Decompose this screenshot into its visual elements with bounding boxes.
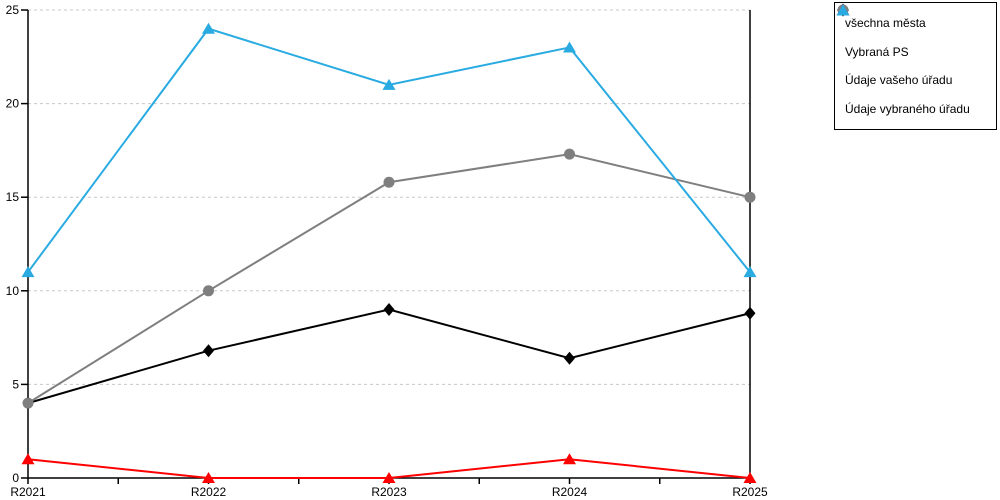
data-point-marker-triangle [743,266,757,278]
legend-label: Údaje vybraného úřadu [845,101,970,116]
data-point-marker-diamond [744,306,756,320]
data-point-marker-triangle [382,472,396,483]
legend-label: Vybraná PS [845,44,909,59]
legend-box: všechna města Vybraná PS Údaje vašeho úřad… [834,2,997,130]
data-point-marker-triangle [202,472,215,483]
x-axis-category-label: R2023 [371,485,407,499]
y-axis-tick-label: 10 [6,284,20,298]
data-point-marker-diamond [383,303,395,317]
legend-item: Údaje vašeho úřadu [836,4,992,95]
y-axis-tick-label: 5 [12,377,19,391]
y-axis-tick-label: 20 [6,97,20,111]
data-point-marker-circle [744,191,756,203]
legend-item: všechna města [837,3,992,38]
data-point-marker-circle [22,397,34,409]
series-line-0 [27,308,751,405]
data-point-marker-triangle [743,472,757,483]
data-point-marker-triangle [202,22,215,34]
data-point-marker-triangle [563,453,576,465]
legend-item: Údaje vybraného úřadu [836,4,992,124]
legend-label: všechna města [845,16,926,31]
y-axis-tick-label: 0 [12,471,19,485]
data-point-marker-triangle [21,453,35,465]
x-axis-category-label: R2024 [552,485,588,499]
series-line-3 [27,27,751,273]
data-point-marker-triangle [21,266,35,278]
data-point-marker-diamond [564,351,575,365]
data-point-marker-triangle [382,78,396,90]
x-axis-category-label: R2025 [732,485,768,499]
y-axis-tick-label: 15 [6,190,20,204]
legend-item: Vybraná PS [837,4,992,67]
legend-triangle-icon [836,4,850,16]
data-point-marker-circle [564,148,575,160]
data-point-marker-circle [203,285,214,297]
x-axis-category-label: R2021 [10,485,46,499]
series-line-1 [27,153,751,404]
legend-label: Údaje vašeho úřadu [845,73,953,88]
data-point-marker-diamond [203,344,214,358]
y-axis-tick-label: 25 [6,3,20,17]
data-point-marker-triangle [563,41,576,53]
data-point-marker-circle [383,176,395,188]
x-axis-category-label: R2022 [191,485,227,499]
